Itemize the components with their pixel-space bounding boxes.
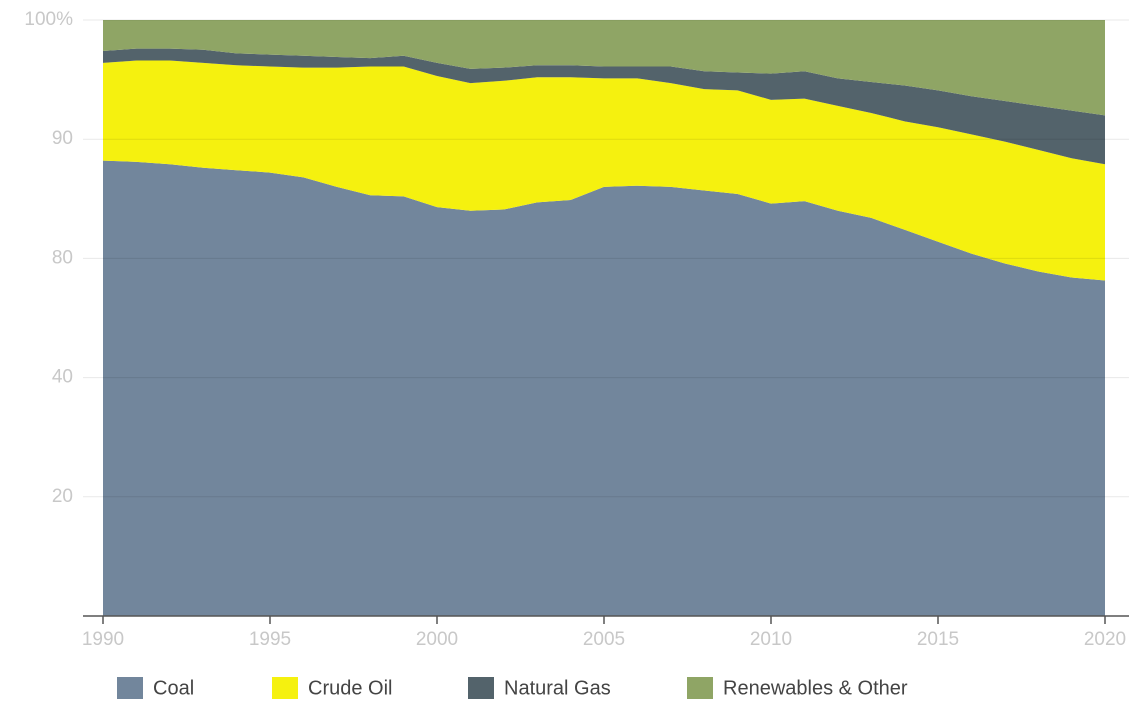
y-tick-label: 80 bbox=[52, 247, 73, 268]
x-tick-label: 2005 bbox=[583, 629, 625, 650]
legend-swatch bbox=[272, 677, 298, 699]
area bbox=[103, 160, 1105, 616]
legend-swatch bbox=[117, 677, 143, 699]
x-tick-label: 1995 bbox=[249, 629, 291, 650]
x-tick-label: 1990 bbox=[82, 629, 124, 650]
area bbox=[103, 60, 1105, 281]
legend-swatch bbox=[687, 677, 713, 699]
area bbox=[103, 20, 1105, 116]
x-tick-label: 2000 bbox=[416, 629, 458, 650]
x-tick-label: 2020 bbox=[1084, 629, 1126, 650]
legend-label: Natural Gas bbox=[504, 677, 611, 699]
area bbox=[103, 48, 1105, 165]
legend-swatch bbox=[468, 677, 494, 699]
y-tick-label: 40 bbox=[52, 367, 73, 388]
y-tick-label: 90 bbox=[52, 128, 73, 149]
y-tick-label: 100% bbox=[24, 9, 73, 30]
x-tick-label: 2015 bbox=[917, 629, 959, 650]
legend-label: Renewables & Other bbox=[723, 677, 908, 699]
legend-label: Crude Oil bbox=[308, 677, 392, 699]
x-tick-label: 2010 bbox=[750, 629, 792, 650]
y-tick-label: 20 bbox=[52, 486, 73, 507]
legend-label: Coal bbox=[153, 677, 194, 699]
